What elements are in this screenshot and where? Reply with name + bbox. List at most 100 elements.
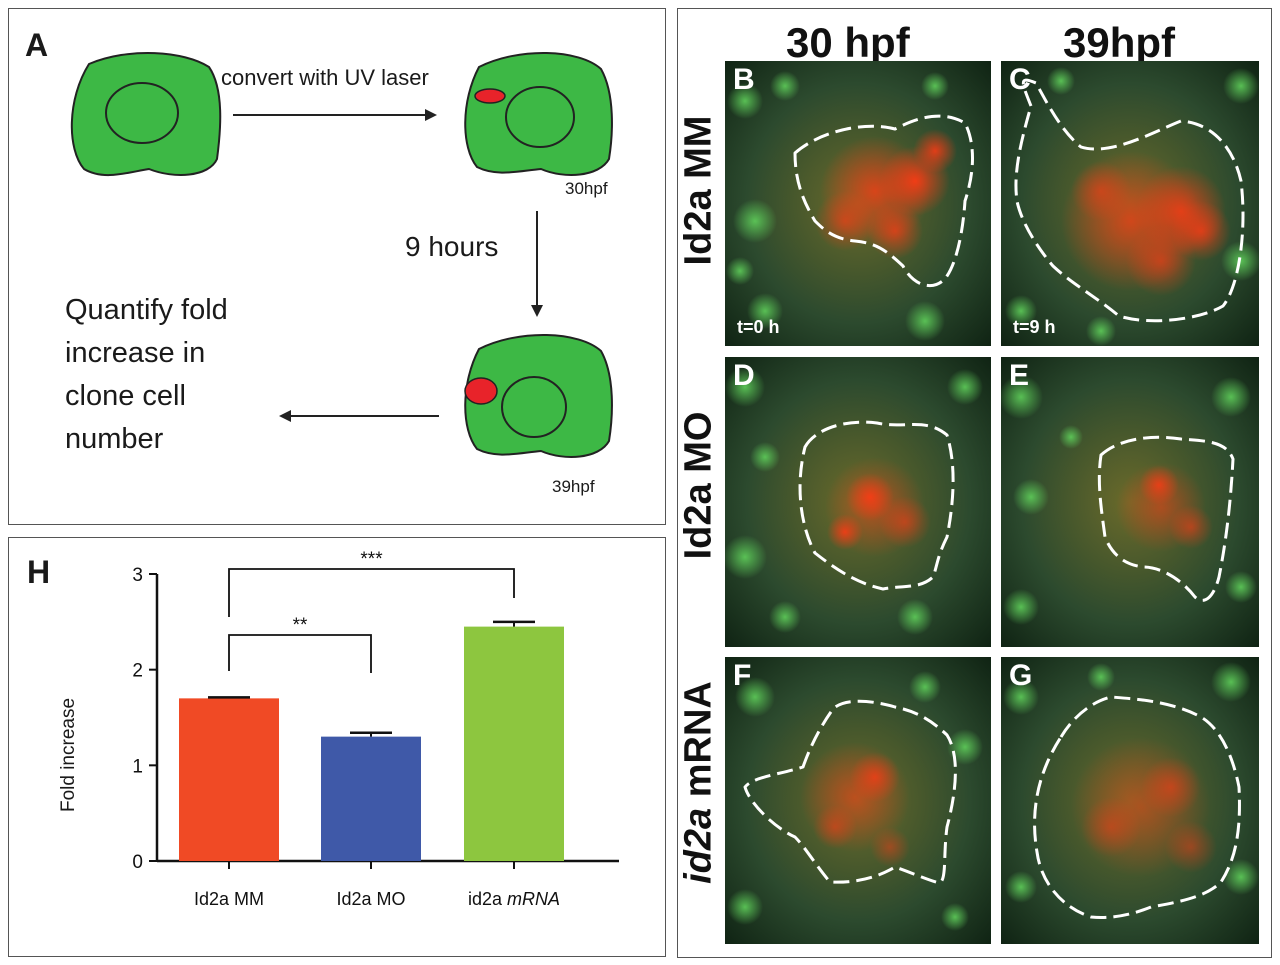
embryo-cell-converted [464,52,613,176]
micrograph-image [725,657,991,944]
clone-outline [1033,695,1241,919]
red-clone-cell [879,496,931,548]
bar [179,698,279,861]
row-header-id2a-mm: Id2a MM [677,115,720,266]
schematic-drawing [70,52,613,458]
green-cell [1086,316,1116,346]
micrograph-image [725,61,991,346]
red-clone-cell [1141,757,1201,817]
embryo-nucleus-final [501,376,567,438]
micrograph-timepoint: t=9 h [1013,317,1056,337]
stage-label-39hpf: 39hpf [552,477,595,496]
red-clone-cell [1081,797,1141,857]
micrograph-image [1001,357,1259,647]
significance-bracket-mm-mrna-label: *** [360,549,383,570]
schematic-panel-a: A convert with UV laser 30hpf 9 hours 39… [8,8,666,525]
embryo-cell-initial [70,52,222,176]
green-cell [941,903,969,931]
bar [321,736,421,861]
micrograph-image [1001,657,1259,944]
green-cell [921,72,949,100]
y-axis-label: Fold increase [58,697,79,813]
red-clone-cell [913,129,957,173]
green-cell [1223,859,1259,895]
green-cell [897,599,933,635]
clone-outline [1014,78,1245,323]
green-cell [1211,377,1251,417]
y-tick-label: 0 [132,852,143,873]
time-arrowhead [531,305,543,317]
micrograph-g: G [1001,657,1259,944]
green-cell [1013,479,1049,515]
green-cell [733,199,777,243]
green-cell [1223,68,1259,104]
micrograph-letter: F [733,659,752,692]
red-clone-cell [1169,505,1213,549]
green-cell [750,442,780,472]
clone-outline [743,699,957,885]
green-cell [1059,425,1083,449]
green-cell [1211,662,1251,702]
expanded-clone [464,377,498,405]
converted-clone [474,88,506,104]
embryo-cell-final [464,334,613,458]
red-clone-cell [870,827,910,867]
y-tick-label: 2 [132,661,143,682]
micrograph-image [1001,61,1259,346]
red-clone-cell [850,752,900,802]
green-cell [947,369,983,405]
y-tick-label: 3 [132,565,143,586]
clone-outline [798,420,955,591]
red-clone-cell [1165,821,1217,873]
panel-letter-h: H [27,554,51,590]
red-clone-cell [827,514,863,550]
micrograph-e: E [1001,357,1259,647]
time-label: 9 hours [405,231,499,262]
red-clone-cell [1139,465,1179,505]
x-tick-label: Id2a MO [336,889,405,909]
x-tick-label: Id2a MM [194,889,264,909]
x-tick-label: id2a mRNA [468,889,560,909]
green-cell [726,257,754,285]
green-cell [1047,67,1075,95]
green-cell [905,301,945,341]
red-clone-cell [867,203,923,259]
green-cell [1005,295,1037,327]
micrograph-letter: B [733,63,755,96]
stage-label-30hpf: 30hpf [565,179,608,198]
red-clone-cell [1126,226,1196,296]
embryo-nucleus-converted [505,86,575,148]
significance-bracket-mm-mo-label: ** [293,615,308,636]
green-cell [735,677,775,717]
clone-outline [1097,435,1235,602]
micrograph-letter: G [1009,659,1033,692]
bar-chart-panel-h: H 0 1 2 3 Id2a MM Id2a MO id2a mRNA ** *** Fold … [8,537,666,957]
red-clone-cell [846,473,894,521]
red-clone-cell [815,191,875,251]
panel-letter-a: A [25,27,49,63]
green-cell [1001,375,1043,419]
micrograph-timepoint: t=0 h [737,317,780,337]
convert-label: convert with UV laser [221,65,429,90]
green-cell [1005,871,1037,903]
significance-bracket-mm-mo [228,634,372,673]
red-clone-cell [813,805,857,849]
y-tick-label: 1 [132,756,143,777]
embryo-nucleus-initial [105,82,179,144]
green-cell [947,729,983,765]
bar [464,626,564,861]
green-cell [727,889,763,925]
quantify-arrowhead [279,410,291,422]
micrograph-f: F [725,657,991,944]
row-header-id2a-mrna: id2a mRNA [677,681,720,884]
quantify-text: Quantify fold increase in clone cell num… [65,294,228,455]
red-clone-cell [1071,161,1131,221]
green-cell [1003,589,1039,625]
row-header-id2a-mo: Id2a MO [677,411,720,560]
green-cell [727,83,763,119]
clone-outline [793,114,974,288]
micrograph-grid: 30 hpf 39hpf Id2a MM Id2a MO id2a mRNA B… [677,8,1272,958]
